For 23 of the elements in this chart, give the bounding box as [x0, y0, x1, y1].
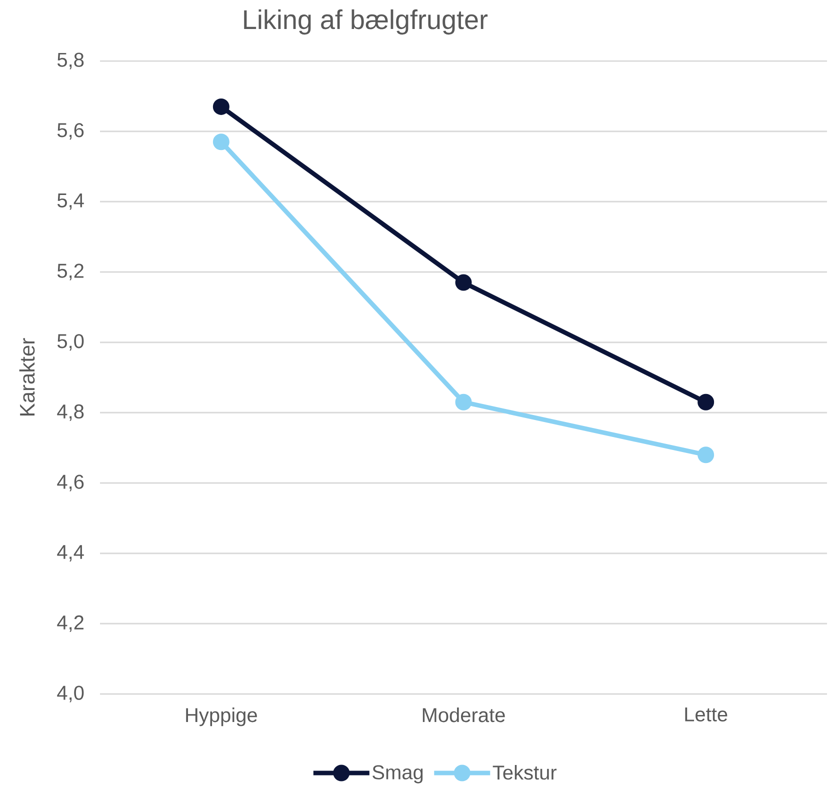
- y-tick-label: 4,0: [57, 686, 84, 702]
- point: [212, 134, 230, 150]
- point: [455, 274, 472, 291]
- x-tick-label: Hyppige: [186, 708, 257, 726]
- point: [698, 394, 714, 410]
- y-tick-label: 4,4: [57, 545, 84, 562]
- y-tick-label: 5,2: [57, 264, 84, 280]
- legend-label: Tekstur: [492, 764, 557, 780]
- y-tick-label: 4,6: [57, 474, 84, 492]
- y-tick-label: 5,4: [57, 194, 84, 210]
- legend-label: Smag: [372, 765, 423, 784]
- y-tick-label: 5,0: [57, 334, 84, 351]
- y-axis-title: Karakter: [19, 338, 35, 416]
- y-tick-label: 4,2: [57, 615, 84, 632]
- point: [212, 98, 230, 115]
- point: [698, 446, 714, 464]
- y-tick-label: 4,8: [57, 404, 84, 421]
- y-tick-label: 5,6: [57, 123, 84, 140]
- x-tick-label: Lette: [685, 708, 728, 722]
- chart-title: Liking af bælgfrugter: [244, 9, 488, 35]
- point: [455, 394, 472, 410]
- y-tick-label: 5,8: [57, 52, 84, 70]
- x-tick-label: Moderate: [422, 708, 505, 722]
